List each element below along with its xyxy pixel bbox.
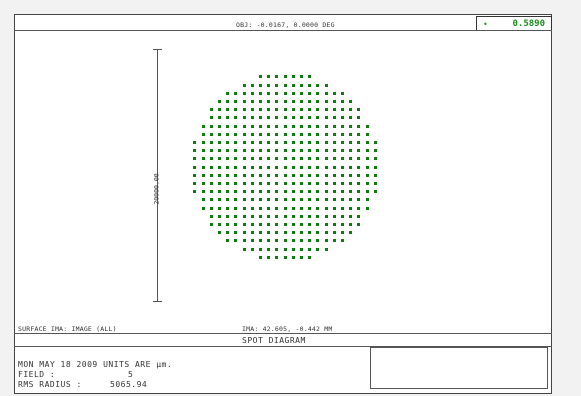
title-divider-bottom bbox=[14, 346, 552, 347]
diagram-title: SPOT DIAGRAM bbox=[242, 336, 306, 345]
object-field-label: OBJ: -0.0167, 0.0000 DEG bbox=[236, 21, 335, 29]
scale-bar-top-tick bbox=[153, 49, 162, 50]
title-divider-top bbox=[14, 333, 552, 334]
wavelength-badge[interactable]: • 0.5890 bbox=[476, 16, 552, 31]
date-units-line: MON MAY 18 2009 UNITS ARE µm. bbox=[18, 360, 173, 369]
scale-bar bbox=[157, 49, 158, 301]
image-coordinates: IMA: 42.605, -0.442 MM bbox=[242, 325, 333, 333]
rms-radius-label: RMS RADIUS : bbox=[18, 380, 82, 389]
surface-label: SURFACE IMA: IMAGE (ALL) bbox=[18, 325, 117, 333]
rms-radius-value: 5065.94 bbox=[110, 380, 148, 389]
header-divider bbox=[14, 30, 552, 31]
field-value: 5 bbox=[128, 370, 134, 379]
wavelength-value: 0.5890 bbox=[512, 19, 545, 29]
footer-info-box bbox=[370, 347, 548, 389]
spot-diagram-window bbox=[14, 14, 552, 394]
scale-bar-bottom-tick bbox=[153, 301, 162, 302]
field-label: FIELD : bbox=[18, 370, 56, 379]
wavelength-dot-icon: • bbox=[483, 20, 488, 29]
scale-bar-label: 20000.00 bbox=[152, 173, 161, 205]
